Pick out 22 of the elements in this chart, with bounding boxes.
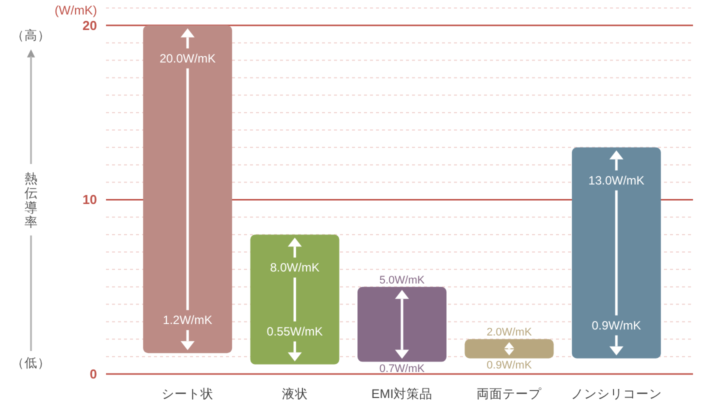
category-label: 液状 (282, 387, 308, 401)
data-label: 2.0W/mK (486, 326, 532, 339)
data-label: 8.0W/mK (270, 260, 320, 275)
data-label: 20.0W/mK (160, 51, 216, 66)
data-label: 5.0W/mK (379, 274, 425, 286)
data-label: 0.7W/mK (379, 363, 425, 375)
data-label: 0.9W/mK (486, 360, 532, 372)
data-label: 1.2W/mK (162, 313, 212, 328)
axis-note: （高） (12, 28, 50, 42)
data-label: 0.9W/mK (592, 318, 642, 332)
category-label: 両面テープ (476, 387, 542, 401)
unit-label: (W/mK) (54, 3, 97, 18)
data-label: 13.0W/mK (588, 173, 644, 188)
tick-label: 0 (90, 366, 97, 382)
category-label: シート状 (162, 387, 214, 401)
data-label: 0.55W/mK (266, 324, 323, 338)
axis-note: （低） (12, 356, 50, 370)
tick-label: 20 (82, 18, 97, 33)
category-label: ノンシリコーン (570, 387, 662, 401)
tick-label: 10 (82, 192, 97, 208)
y-axis-title: 熱伝導率 (24, 170, 38, 229)
category-label: EMI対策品 (371, 387, 433, 401)
